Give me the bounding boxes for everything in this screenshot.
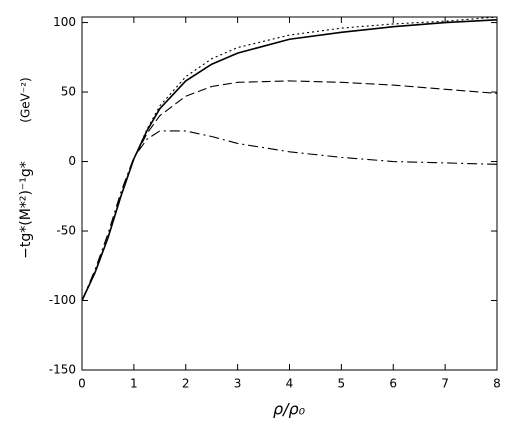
series-line — [81, 130, 498, 301]
y-tick-label: -150 — [49, 363, 76, 377]
plot-frame — [81, 16, 498, 371]
y-axis-label: −tg*(M*²)⁻¹g* — [18, 161, 34, 259]
series-line — [81, 18, 498, 301]
y-tick-label: 0 — [68, 154, 76, 168]
x-tick-label: 0 — [78, 377, 86, 391]
y-tick-label: 100 — [53, 15, 76, 29]
x-tick-label: 3 — [234, 377, 242, 391]
x-tick-label: 1 — [130, 377, 138, 391]
x-tick-label: 6 — [389, 377, 397, 391]
y-tick-label: 50 — [61, 85, 76, 99]
y-tick-label: -50 — [56, 224, 76, 238]
x-tick-label: 7 — [441, 377, 449, 391]
series-line — [81, 16, 498, 301]
x-tick-label: 5 — [338, 377, 346, 391]
x-axis-label: ρ/ρ₀ — [273, 400, 306, 419]
series-line — [81, 80, 498, 301]
x-tick-label: 4 — [286, 377, 294, 391]
x-tick-label: 2 — [182, 377, 190, 391]
x-tick-label: 8 — [493, 377, 501, 391]
y-tick-label: -100 — [49, 293, 76, 307]
y-axis-unit: (GeV⁻²) — [19, 77, 33, 122]
